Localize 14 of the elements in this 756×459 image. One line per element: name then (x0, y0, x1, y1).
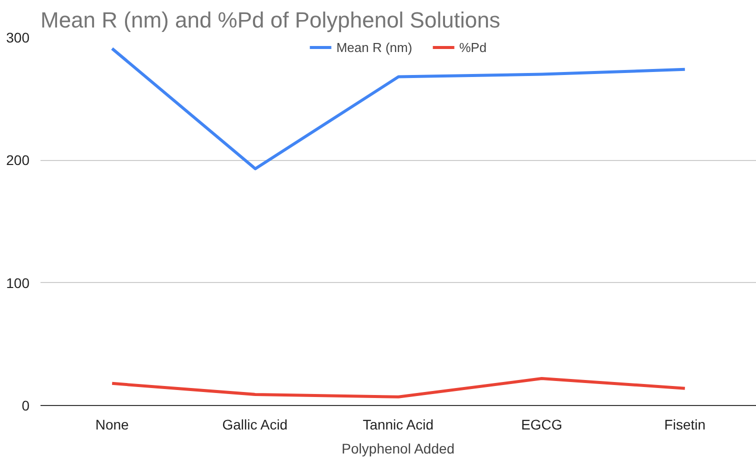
y-tick-label: 300 (6, 30, 30, 46)
legend-label: Mean R (nm) (336, 40, 412, 54)
legend-label: %Pd (459, 40, 487, 54)
x-tick-label: Fisetin (664, 416, 706, 432)
x-tick-label: Tannic Acid (362, 416, 434, 432)
y-tick-label: 0 (22, 398, 30, 414)
y-tick-label: 200 (6, 152, 30, 168)
chart-title: Mean R (nm) and %Pd of Polyphenol Solutions (40, 8, 500, 32)
x-tick-label: Gallic Acid (222, 416, 288, 432)
x-tick-label: None (95, 416, 130, 432)
y-tick-label: 100 (6, 274, 30, 291)
x-axis-title: Polyphenol Added (342, 440, 455, 456)
x-tick-label: EGCG (521, 416, 562, 432)
line-series (110, 377, 686, 398)
